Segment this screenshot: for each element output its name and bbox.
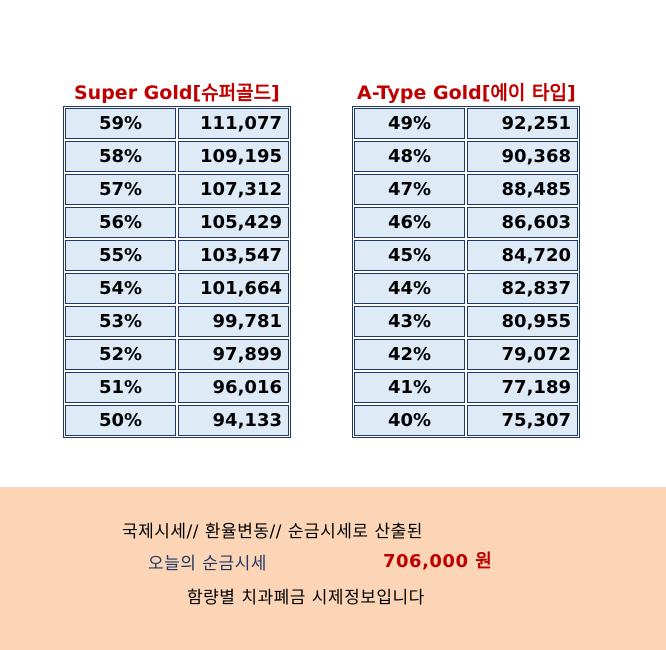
price-notice-panel: 국제시세// 환율변동// 순금시세로 산출된 오늘의 순금시세 706,000…: [0, 487, 666, 650]
table-row: 41% 77,189: [353, 371, 579, 404]
todays-gold-price-value: 706,000 원: [383, 551, 493, 572]
price-cell: 88,485: [467, 174, 578, 205]
price-cell: 79,072: [467, 339, 578, 370]
price-cell: 94,133: [178, 405, 289, 436]
purity-percent-cell: 40%: [354, 405, 465, 436]
table-row: 40% 75,307: [353, 404, 579, 437]
a-type-gold-title: A-Type Gold[에이 타입]: [357, 82, 576, 104]
notice-line-1: 국제시세// 환율변동// 순금시세로 산출된: [122, 522, 423, 542]
todays-gold-price-label: 오늘의 순금시세: [148, 554, 267, 574]
table-row: 59% 111,077: [64, 107, 290, 140]
table-row: 49% 92,251: [353, 107, 579, 140]
price-cell: 96,016: [178, 372, 289, 403]
purity-percent-cell: 46%: [354, 207, 465, 238]
purity-percent-cell: 41%: [354, 372, 465, 403]
purity-percent-cell: 49%: [354, 108, 465, 139]
price-cell: 101,664: [178, 273, 289, 304]
purity-percent-cell: 43%: [354, 306, 465, 337]
purity-percent-cell: 51%: [65, 372, 176, 403]
price-cell: 90,368: [467, 141, 578, 172]
price-cell: 86,603: [467, 207, 578, 238]
table-row: 45% 84,720: [353, 239, 579, 272]
price-cell: 107,312: [178, 174, 289, 205]
table-row: 46% 86,603: [353, 206, 579, 239]
table-row: 42% 79,072: [353, 338, 579, 371]
table-row: 51% 96,016: [64, 371, 290, 404]
price-cell: 77,189: [467, 372, 578, 403]
price-cell: 111,077: [178, 108, 289, 139]
table-row: 55% 103,547: [64, 239, 290, 272]
purity-percent-cell: 52%: [65, 339, 176, 370]
table-row: 48% 90,368: [353, 140, 579, 173]
price-cell: 99,781: [178, 306, 289, 337]
purity-percent-cell: 54%: [65, 273, 176, 304]
price-cell: 103,547: [178, 240, 289, 271]
price-cell: 84,720: [467, 240, 578, 271]
price-cell: 75,307: [467, 405, 578, 436]
table-row: 56% 105,429: [64, 206, 290, 239]
purity-percent-cell: 56%: [65, 207, 176, 238]
table-row: 47% 88,485: [353, 173, 579, 206]
table-row: 57% 107,312: [64, 173, 290, 206]
purity-percent-cell: 44%: [354, 273, 465, 304]
purity-percent-cell: 53%: [65, 306, 176, 337]
table-row: 52% 97,899: [64, 338, 290, 371]
price-cell: 82,837: [467, 273, 578, 304]
a-type-gold-table: 49% 92,251 48% 90,368 47% 88,485 46% 86,603 45% 8…: [352, 106, 580, 438]
price-cell: 109,195: [178, 141, 289, 172]
notice-line-3: 함량별 치과폐금 시제정보입니다: [187, 588, 425, 608]
super-gold-table: 59% 111,077 58% 109,195 57% 107,312 56% 105,429…: [63, 106, 291, 438]
purity-percent-cell: 57%: [65, 174, 176, 205]
table-row: 44% 82,837: [353, 272, 579, 305]
price-cell: 97,899: [178, 339, 289, 370]
purity-percent-cell: 59%: [65, 108, 176, 139]
table-row: 54% 101,664: [64, 272, 290, 305]
purity-percent-cell: 48%: [354, 141, 465, 172]
purity-percent-cell: 42%: [354, 339, 465, 370]
table-row: 53% 99,781: [64, 305, 290, 338]
purity-percent-cell: 55%: [65, 240, 176, 271]
purity-percent-cell: 58%: [65, 141, 176, 172]
price-cell: 92,251: [467, 108, 578, 139]
table-row: 50% 94,133: [64, 404, 290, 437]
purity-percent-cell: 47%: [354, 174, 465, 205]
super-gold-title: Super Gold[슈퍼골드]: [74, 82, 280, 104]
purity-percent-cell: 50%: [65, 405, 176, 436]
table-row: 58% 109,195: [64, 140, 290, 173]
price-cell: 80,955: [467, 306, 578, 337]
table-row: 43% 80,955: [353, 305, 579, 338]
purity-percent-cell: 45%: [354, 240, 465, 271]
price-cell: 105,429: [178, 207, 289, 238]
